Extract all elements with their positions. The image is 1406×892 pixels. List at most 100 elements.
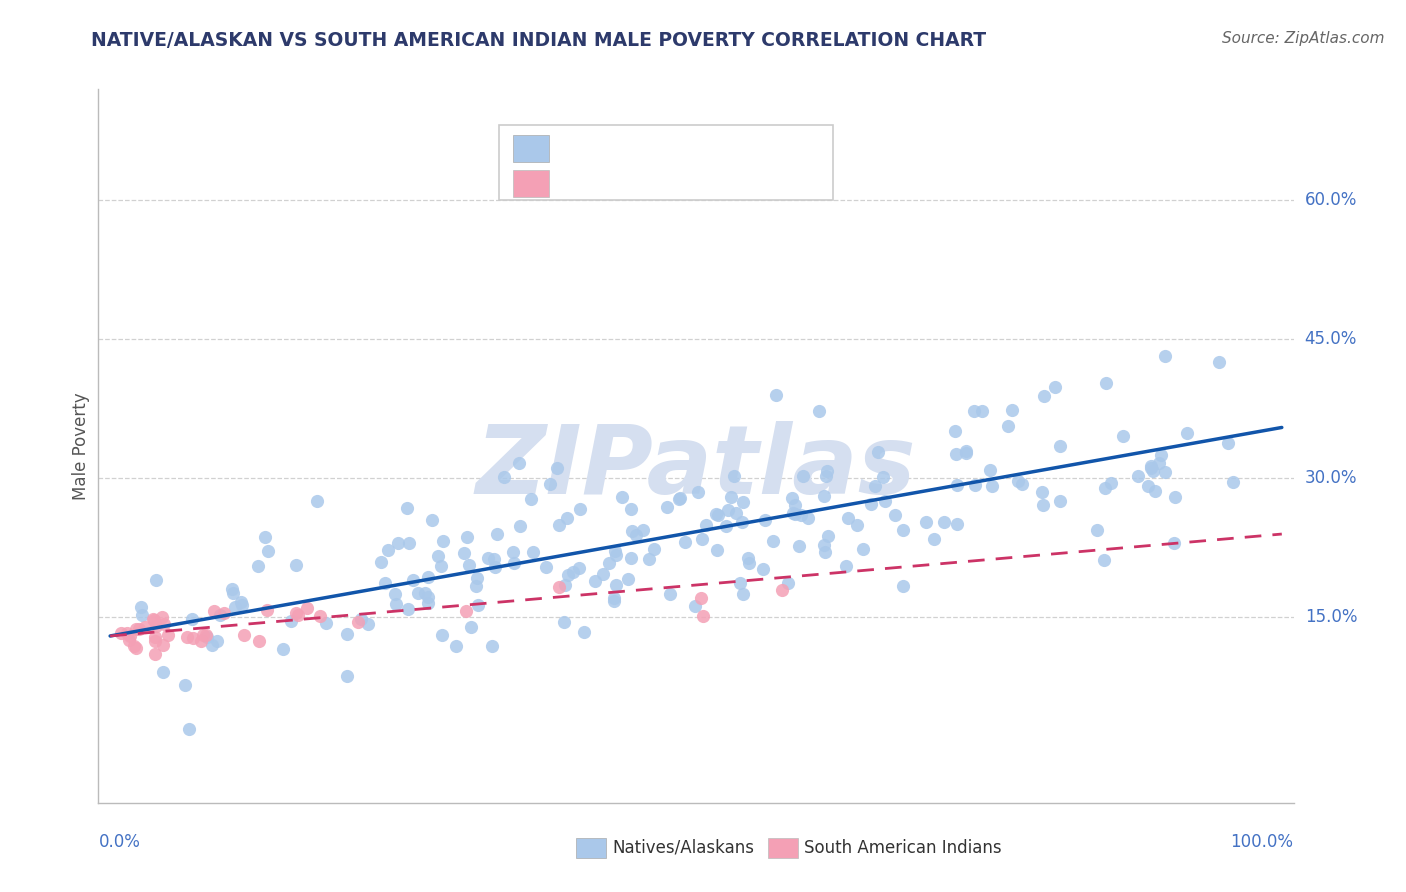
Point bbox=[508, 456, 530, 470]
Point bbox=[176, 630, 198, 644]
Point bbox=[561, 565, 583, 579]
Point bbox=[706, 542, 728, 557]
Point bbox=[778, 576, 800, 591]
Point bbox=[143, 630, 166, 644]
Point bbox=[396, 601, 419, 615]
Text: 45.0%: 45.0% bbox=[1305, 330, 1357, 349]
Point bbox=[110, 625, 132, 640]
Y-axis label: Male Poverty: Male Poverty bbox=[72, 392, 90, 500]
Point bbox=[131, 600, 153, 615]
Point bbox=[347, 615, 370, 629]
Point bbox=[655, 500, 678, 515]
Point bbox=[945, 448, 967, 462]
Bar bbox=[768, 838, 797, 858]
Point bbox=[247, 633, 270, 648]
Point bbox=[695, 517, 717, 532]
Bar bbox=[513, 136, 548, 162]
Point bbox=[416, 590, 439, 604]
Point bbox=[1094, 481, 1116, 495]
Point bbox=[509, 519, 531, 533]
Point bbox=[402, 573, 425, 587]
Point bbox=[122, 640, 145, 654]
Point bbox=[1140, 458, 1163, 473]
FancyBboxPatch shape bbox=[499, 125, 834, 200]
Point bbox=[453, 546, 475, 560]
Point bbox=[547, 518, 569, 533]
Point bbox=[572, 625, 595, 640]
Point bbox=[731, 495, 754, 509]
Point bbox=[398, 535, 420, 549]
Point bbox=[134, 620, 156, 634]
Point bbox=[284, 558, 307, 572]
Point bbox=[922, 532, 945, 546]
Point bbox=[834, 558, 856, 573]
Point bbox=[193, 628, 215, 642]
Point bbox=[460, 620, 482, 634]
Text: 0.141: 0.141 bbox=[609, 174, 659, 193]
Point bbox=[142, 614, 165, 628]
Point bbox=[814, 545, 837, 559]
Point bbox=[620, 550, 643, 565]
Point bbox=[205, 634, 228, 648]
Point bbox=[620, 502, 643, 516]
Text: 39: 39 bbox=[742, 174, 766, 193]
Point bbox=[872, 470, 894, 484]
Point bbox=[1222, 475, 1244, 490]
Point bbox=[295, 600, 318, 615]
Point bbox=[125, 622, 148, 636]
Point bbox=[955, 446, 977, 460]
Point bbox=[522, 545, 544, 559]
Point bbox=[201, 638, 224, 652]
Text: 100.0%: 100.0% bbox=[1230, 833, 1294, 851]
Point bbox=[430, 559, 453, 574]
Point bbox=[1140, 461, 1163, 475]
Text: N =: N = bbox=[695, 140, 735, 158]
Point bbox=[783, 507, 806, 521]
Point bbox=[997, 418, 1019, 433]
Point bbox=[1011, 477, 1033, 491]
Point bbox=[617, 572, 640, 586]
Point bbox=[221, 582, 243, 596]
Point bbox=[229, 595, 252, 609]
Point bbox=[557, 567, 579, 582]
Point bbox=[638, 552, 661, 566]
Point bbox=[336, 669, 359, 683]
Point bbox=[970, 404, 993, 418]
Point bbox=[717, 503, 740, 517]
Point bbox=[287, 607, 309, 622]
Point bbox=[183, 632, 205, 646]
Point bbox=[605, 548, 627, 562]
Point bbox=[195, 630, 218, 644]
Point bbox=[765, 388, 787, 402]
Point bbox=[659, 587, 682, 601]
Bar bbox=[576, 838, 606, 858]
Point bbox=[416, 596, 439, 610]
Point bbox=[553, 615, 575, 630]
Point bbox=[150, 610, 173, 624]
Text: R =: R = bbox=[561, 174, 600, 193]
Point bbox=[1032, 498, 1054, 512]
Text: NATIVE/ALASKAN VS SOUTH AMERICAN INDIAN MALE POVERTY CORRELATION CHART: NATIVE/ALASKAN VS SOUTH AMERICAN INDIAN … bbox=[91, 31, 987, 50]
Point bbox=[145, 573, 167, 587]
Point bbox=[444, 639, 467, 653]
Text: 60.0%: 60.0% bbox=[1305, 192, 1357, 210]
Point bbox=[688, 484, 710, 499]
Point bbox=[770, 582, 793, 597]
Point bbox=[689, 591, 711, 606]
Point bbox=[1136, 478, 1159, 492]
Point bbox=[817, 529, 839, 543]
Point bbox=[214, 606, 236, 620]
Point bbox=[643, 542, 665, 557]
Text: 15.0%: 15.0% bbox=[1305, 608, 1357, 626]
Point bbox=[1007, 474, 1029, 488]
Point bbox=[143, 647, 166, 661]
Point bbox=[484, 560, 506, 574]
Point bbox=[1150, 448, 1173, 462]
Point bbox=[481, 639, 503, 653]
Point bbox=[195, 628, 218, 642]
Point bbox=[465, 570, 488, 584]
Point bbox=[610, 490, 633, 504]
Point bbox=[813, 538, 835, 552]
Point bbox=[209, 607, 232, 622]
Point bbox=[465, 579, 488, 593]
